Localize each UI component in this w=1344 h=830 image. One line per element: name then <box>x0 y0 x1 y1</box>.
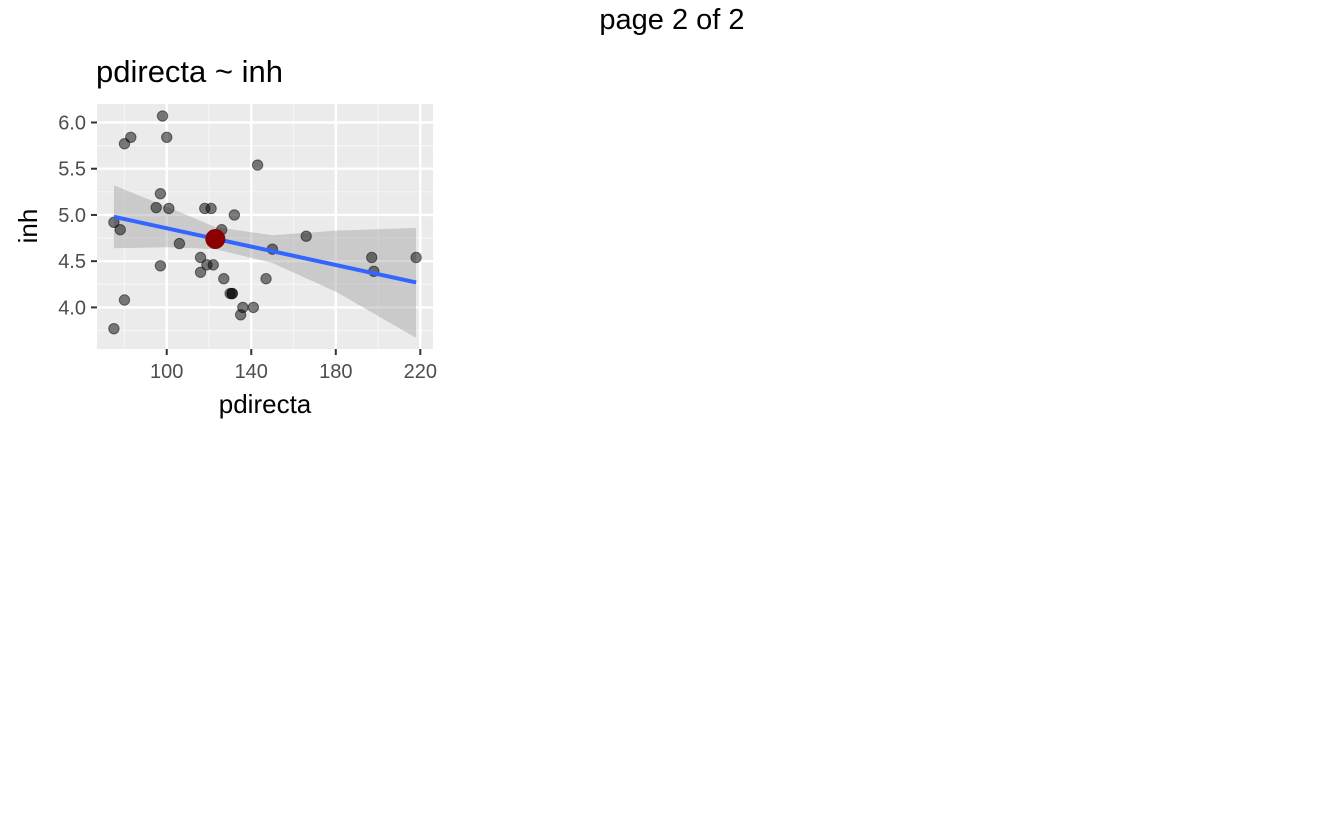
data-point <box>410 251 422 264</box>
data-point <box>251 159 264 171</box>
data-point <box>226 287 238 300</box>
major-gridlines <box>97 104 433 349</box>
data-point <box>194 266 207 278</box>
data-point <box>260 273 272 285</box>
data-point <box>218 273 230 285</box>
x-tick-label: 100 <box>150 361 183 383</box>
y-tick-label: 6.0 <box>58 112 86 134</box>
data-point <box>125 131 137 143</box>
y-tick-label: 4.0 <box>58 297 86 319</box>
x-axis-title: pdirecta <box>219 389 312 419</box>
y-tick-label: 4.5 <box>58 251 86 273</box>
data-point <box>207 259 219 271</box>
highlight-layer <box>205 228 226 249</box>
x-tick-label: 220 <box>404 361 437 383</box>
y-axis-title: inh <box>13 209 43 244</box>
confidence-band <box>113 185 417 338</box>
data-point <box>173 237 186 250</box>
data-point <box>108 322 120 335</box>
regression-line <box>113 214 417 285</box>
data-point <box>154 260 167 272</box>
data-point <box>150 201 162 214</box>
x-tick-label: 180 <box>319 361 352 383</box>
y-axis: 4.0 4.5 5.0 5.5 6.0 <box>58 112 97 319</box>
data-point <box>205 202 217 215</box>
y-tick-label: 5.0 <box>58 205 86 227</box>
data-point <box>118 294 131 306</box>
points-layer <box>108 110 422 335</box>
regression-line-layer <box>113 214 417 285</box>
highlight-point <box>205 228 226 249</box>
data-point <box>228 209 241 221</box>
x-axis: 100 140 180 220 <box>150 349 437 383</box>
data-point <box>114 224 126 236</box>
page-title: page 2 of 2 <box>599 4 745 36</box>
data-point <box>161 131 173 143</box>
data-point <box>366 251 378 264</box>
data-point <box>156 110 169 122</box>
x-tick-label: 140 <box>235 361 268 383</box>
chart-title: pdirecta ~ inh <box>96 54 283 89</box>
data-point <box>237 301 249 314</box>
confidence-band-layer <box>113 185 417 338</box>
data-point <box>300 230 312 242</box>
data-point <box>154 187 167 200</box>
data-point <box>194 251 207 264</box>
y-tick-label: 5.5 <box>58 159 86 181</box>
data-point <box>247 301 260 314</box>
data-point <box>163 202 175 215</box>
